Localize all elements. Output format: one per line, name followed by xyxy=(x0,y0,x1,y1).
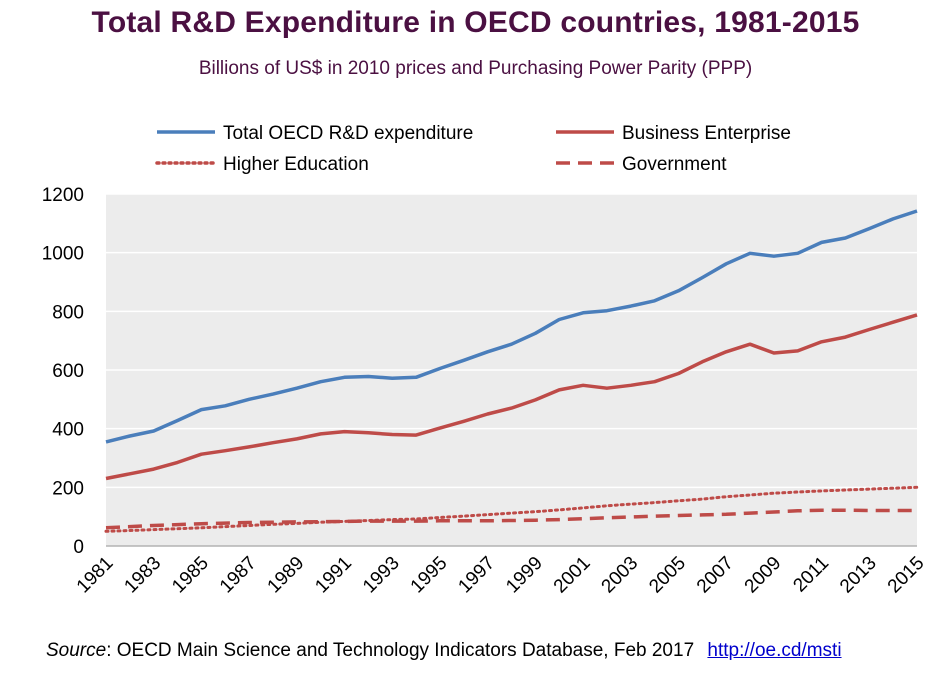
legend-label-2: Higher Education xyxy=(223,154,369,175)
x-tick-label: 2015 xyxy=(884,553,929,598)
x-tick-label: 1997 xyxy=(454,553,499,598)
y-tick-label: 1000 xyxy=(42,244,84,265)
gridlines xyxy=(106,193,917,547)
y-tick-label: 600 xyxy=(52,361,84,382)
y-tick-label: 200 xyxy=(52,478,84,499)
x-tick-label: 1991 xyxy=(311,553,356,598)
source-note: Source: OECD Main Science and Technology… xyxy=(46,640,842,662)
x-axis: 1981 1983 1985 1987 1989 1991 1993 1995 1997 1999… xyxy=(73,553,929,598)
y-tick-label: 400 xyxy=(52,420,84,441)
series-line-2 xyxy=(104,485,919,533)
x-tick-label: 2007 xyxy=(693,553,738,598)
legend: Total OECD R&D expenditure Business Enter… xyxy=(155,123,791,175)
series-line-0 xyxy=(105,209,918,444)
source-lead: Source xyxy=(46,640,107,661)
x-tick-label: 2003 xyxy=(598,553,643,598)
series-lines xyxy=(104,209,919,533)
x-tick-label: 2011 xyxy=(789,553,833,597)
x-tick-label: 2013 xyxy=(836,553,881,598)
source-text: : OECD Main Science and Technology Indic… xyxy=(106,640,695,661)
chart-title: Total R&D Expenditure in OECD countries,… xyxy=(91,6,860,39)
chart-subtitle: Billions of US$ in 2010 prices and Purch… xyxy=(198,58,753,79)
series-line-3 xyxy=(105,508,917,530)
x-tick-label: 1995 xyxy=(407,553,452,598)
x-tick-label: 1983 xyxy=(120,553,165,598)
x-tick-label: 1993 xyxy=(359,553,404,598)
legend-label-3: Government xyxy=(622,154,727,175)
x-tick-label: 1985 xyxy=(168,553,213,598)
y-tick-label: 1200 xyxy=(42,185,84,206)
x-tick-label: 2009 xyxy=(741,553,786,598)
x-tick-label: 2005 xyxy=(645,553,690,598)
x-tick-label: 1999 xyxy=(502,553,547,598)
x-tick-label: 1989 xyxy=(264,553,309,598)
x-tick-label: 1981 xyxy=(73,553,118,598)
y-tick-label: 800 xyxy=(52,302,84,323)
y-tick-label: 0 xyxy=(73,537,84,558)
series-line-1 xyxy=(105,313,918,481)
legend-label-1: Business Enterprise xyxy=(622,123,791,144)
legend-label-0: Total OECD R&D expenditure xyxy=(223,123,473,144)
source-link[interactable]: http://oe.cd/msti xyxy=(707,640,842,661)
x-tick-label: 2001 xyxy=(550,553,595,598)
line-chart: Total OECD R&D expenditure Business Enter… xyxy=(42,123,929,598)
y-axis: 0 200 400 600 800 1000 1200 xyxy=(42,185,84,558)
x-tick-label: 1987 xyxy=(216,553,261,598)
